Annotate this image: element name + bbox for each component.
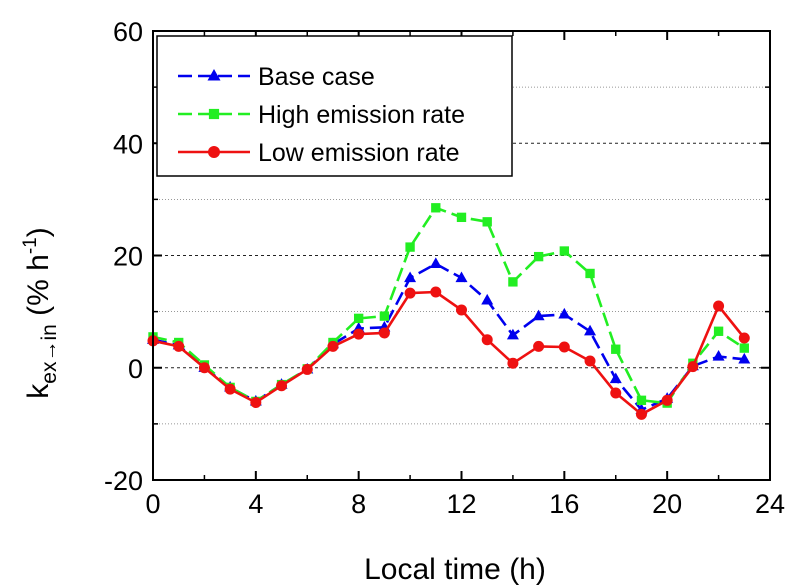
data-point: [173, 340, 185, 352]
legend-marker: [208, 146, 220, 158]
data-point: [661, 394, 673, 406]
y-axis-label-unit-close: ): [22, 227, 55, 237]
data-point: [276, 380, 288, 392]
data-point: [405, 242, 415, 252]
data-point: [584, 324, 597, 336]
data-point: [532, 309, 545, 321]
series-2: [147, 286, 750, 420]
legend-label: Base case: [258, 63, 375, 91]
data-point: [430, 286, 442, 298]
data-point: [198, 362, 210, 374]
data-point: [533, 251, 544, 262]
data-point: [429, 257, 442, 269]
data-point: [404, 271, 417, 283]
data-point: [558, 341, 570, 353]
data-point: [327, 340, 339, 352]
series-1: [148, 203, 749, 408]
data-point: [507, 357, 519, 369]
y-axis-label-main: k: [22, 383, 55, 399]
x-tick-label: 16: [549, 489, 579, 519]
data-point: [636, 395, 647, 405]
data-point: [635, 408, 647, 420]
data-point: [481, 334, 493, 346]
data-point: [378, 327, 390, 339]
data-point: [585, 268, 595, 279]
legend: Base case High emission rate Low emission …: [156, 35, 513, 177]
y-tick-label: 40: [113, 129, 143, 159]
data-point: [738, 332, 750, 344]
data-point: [455, 271, 468, 283]
data-point: [611, 344, 621, 354]
data-point: [456, 304, 467, 316]
data-point: [712, 350, 725, 361]
data-point: [481, 293, 494, 305]
data-point: [431, 203, 441, 213]
data-point: [610, 387, 622, 399]
data-point: [353, 313, 364, 324]
data-point: [713, 300, 725, 312]
series-line: [152, 290, 746, 416]
x-tick-label: 12: [446, 489, 476, 519]
y-axis-label: kex→in (% h-1): [20, 227, 61, 398]
legend-label: Low emission rate: [258, 139, 459, 167]
data-point: [558, 307, 571, 319]
data-point: [508, 277, 518, 287]
series-layer: [147, 203, 751, 420]
y-tick-label: 60: [113, 17, 143, 47]
y-tick-label: -20: [104, 466, 143, 496]
data-point: [739, 343, 749, 353]
legend-marker: [208, 108, 220, 120]
data-point: [224, 383, 236, 395]
data-point: [353, 328, 365, 340]
data-point: [713, 326, 724, 336]
x-tick-label: 8: [351, 489, 366, 519]
y-axis-label-subscript: ex→in: [38, 324, 61, 384]
data-point: [584, 355, 596, 367]
y-axis-label-superscript: -1: [20, 237, 41, 254]
y-tick-label: 0: [128, 354, 143, 384]
x-tick-label: 4: [248, 489, 263, 519]
data-point: [687, 361, 699, 373]
data-point: [559, 246, 570, 256]
x-tick-label: 24: [755, 489, 785, 519]
x-axis-label: Local time (h): [364, 553, 546, 586]
series-line: [152, 262, 745, 412]
x-tick-label: 20: [652, 489, 682, 519]
data-point: [404, 287, 416, 299]
data-point: [301, 363, 313, 375]
data-point: [738, 352, 751, 364]
data-point: [250, 397, 262, 409]
legend-marker: [207, 69, 221, 81]
legend-label: High emission rate: [258, 101, 465, 129]
data-point: [506, 328, 519, 340]
data-point: [482, 217, 492, 227]
series-line: [152, 206, 746, 405]
data-point: [379, 311, 390, 321]
y-axis-label-unit-open: (% h: [22, 254, 55, 324]
data-point: [456, 212, 467, 223]
x-tick-label: 0: [145, 489, 160, 519]
y-tick-label: 20: [113, 242, 143, 272]
data-point: [609, 372, 622, 384]
data-point: [533, 340, 545, 352]
